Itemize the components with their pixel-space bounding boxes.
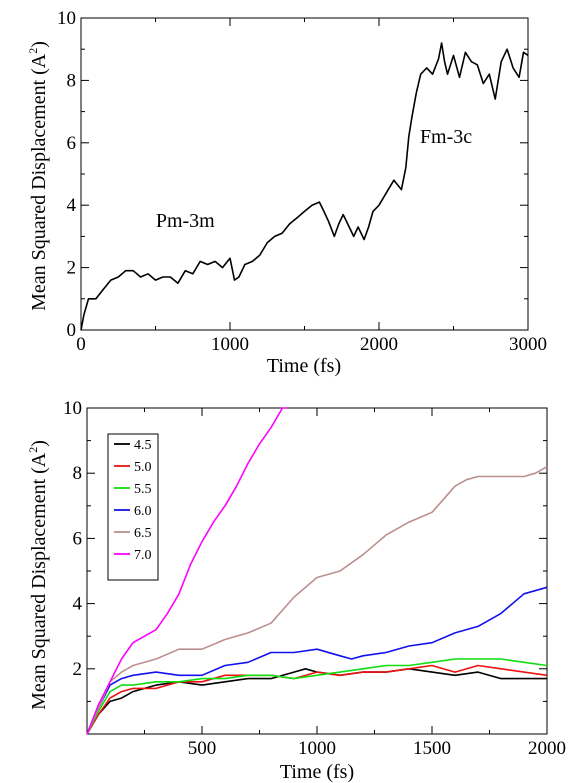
y-tick-label: 0 xyxy=(67,320,77,341)
series-line-4-5 xyxy=(86,667,547,735)
legend-label: 5.5 xyxy=(134,482,152,497)
y-axis-label-top: Mean Squared Displacement (A2) xyxy=(26,41,50,311)
chart-bottom: 500 1000 1500 2000 2 4 6 8 10 4.5 5.0 5.5 6.0 6.5 7.… xyxy=(26,398,566,783)
series-lines-top xyxy=(80,42,529,331)
y-tick-labels-top: 0 2 4 6 8 10 xyxy=(57,8,77,341)
x-tick-label: 1000 xyxy=(211,334,249,355)
series-line-7-0 xyxy=(86,407,288,735)
x-axis-label-top: Time (fs) xyxy=(267,355,341,377)
chart-top: 0 1000 2000 3000 0 2 4 6 8 10 Pm-3m Fm-3c Time (f… xyxy=(26,8,547,377)
x-tick-label: 2000 xyxy=(528,738,566,759)
series-line-6-0 xyxy=(86,586,548,735)
tick-marks-top xyxy=(80,17,529,331)
series-line-6-5 xyxy=(86,466,548,735)
x-tick-label: 0 xyxy=(76,334,86,355)
y-tick-labels-bottom: 2 4 6 8 10 xyxy=(63,398,83,680)
annotation-fm-3c: Fm-3c xyxy=(420,126,472,148)
y-tick-label: 4 xyxy=(73,594,83,615)
annotation-pm-3m: Pm-3m xyxy=(156,210,215,232)
y-axis-label-main: Mean Squared Displacement (A xyxy=(28,452,50,710)
y-tick-label: 8 xyxy=(73,463,83,484)
x-axis-label-bottom: Time (fs) xyxy=(280,761,354,783)
annotations-top: Pm-3m Fm-3c xyxy=(156,126,472,232)
legend-label: 6.5 xyxy=(134,526,152,541)
y-axis-label-sup: 2 xyxy=(26,447,40,453)
legend-label: 4.5 xyxy=(134,438,152,453)
x-tick-labels-top: 0 1000 2000 3000 xyxy=(76,334,547,355)
legend-label: 7.0 xyxy=(134,548,152,563)
tick-marks-bottom xyxy=(86,407,548,734)
x-tick-label: 1000 xyxy=(298,738,336,759)
legend-label: 5.0 xyxy=(134,460,152,475)
y-axis-label-sup: 2 xyxy=(26,48,40,54)
legend-box xyxy=(107,433,159,581)
x-tick-labels-bottom: 500 1000 1500 2000 xyxy=(188,738,566,759)
y-axis-label-main: Mean Squared Displacement (A xyxy=(28,53,50,311)
y-axis-label-close: ) xyxy=(28,41,50,48)
y-tick-label: 8 xyxy=(67,70,77,91)
series-line-5-5 xyxy=(86,658,548,735)
x-tick-label: 2000 xyxy=(360,334,398,355)
y-tick-label: 6 xyxy=(67,133,77,154)
y-tick-label: 4 xyxy=(67,195,77,216)
y-tick-label: 6 xyxy=(73,528,83,549)
legend: 4.5 5.0 5.5 6.0 6.5 7.0 xyxy=(107,433,159,581)
legend-label: 6.0 xyxy=(134,504,152,519)
series-lines-bottom xyxy=(86,407,548,735)
y-tick-label: 10 xyxy=(57,8,76,29)
x-tick-label: 500 xyxy=(188,738,217,759)
x-tick-label: 3000 xyxy=(509,334,547,355)
x-tick-label: 1500 xyxy=(413,738,451,759)
series-line xyxy=(80,42,529,331)
y-tick-label: 10 xyxy=(63,398,82,419)
y-axis-label-bottom: Mean Squared Displacement (A2) xyxy=(26,440,50,710)
plot-frame-top xyxy=(80,17,529,331)
y-tick-label: 2 xyxy=(67,258,77,279)
y-axis-label-close: ) xyxy=(28,440,50,447)
y-tick-label: 2 xyxy=(73,659,83,680)
